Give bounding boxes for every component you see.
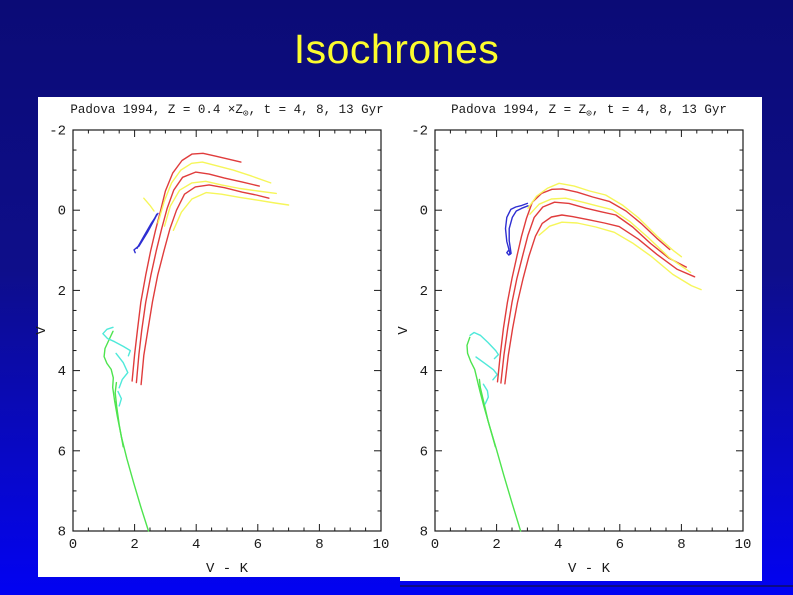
series-rgb-red-2 <box>500 201 687 384</box>
svg-text:6: 6 <box>616 537 624 553</box>
svg-text:Padova 1994, Z = 0.4 ×Z⊙, t =: Padova 1994, Z = 0.4 ×Z⊙, t = 4, 8, 13 G… <box>70 103 383 119</box>
isochrone-chart-low-metallicity: 0 2 4 6 8 10 -2 0 2 4 6 8 Padova 1994, Z = 0.4 ×Z⊙, … <box>34 103 390 577</box>
series-rgb-red-3 <box>504 214 696 385</box>
svg-text:4: 4 <box>192 537 200 553</box>
svg-text:V: V <box>34 326 50 335</box>
svg-text:2: 2 <box>492 537 500 553</box>
svg-text:0: 0 <box>431 537 439 553</box>
series-rgb-red-1 <box>131 152 242 382</box>
series-subgiant-cyan-2 <box>115 352 129 389</box>
svg-text:0: 0 <box>69 537 77 553</box>
svg-text:2: 2 <box>420 284 428 300</box>
svg-text:6: 6 <box>420 444 428 460</box>
series-rgb-red-2 <box>135 171 261 384</box>
series-subgiant-cyan-3 <box>117 390 123 407</box>
series-clump-yellow <box>143 197 155 212</box>
svg-text:0: 0 <box>420 204 428 220</box>
svg-text:8: 8 <box>58 525 66 541</box>
series-subgiant-cyan-3 <box>482 383 490 405</box>
series-agb-yellow-1 <box>157 161 272 224</box>
svg-text:8: 8 <box>315 537 323 553</box>
isochrone-chart-solar-metallicity: 0 2 4 6 8 10 -2 0 2 4 6 8 Padova 1994, Z = Z⊙, t = 4… <box>396 103 752 577</box>
series-subgiant-cyan-1 <box>469 331 500 360</box>
series-subgiant-cyan-1 <box>102 326 132 357</box>
series-main-sequence-green-2 <box>478 378 497 448</box>
svg-text:4: 4 <box>554 537 562 553</box>
svg-text:-2: -2 <box>411 124 428 140</box>
plot-panel-right <box>400 97 762 581</box>
series-clump-blue-3 <box>506 249 512 256</box>
series-rgb-red-1 <box>496 188 671 383</box>
series-agb-yellow-1 <box>527 182 683 258</box>
svg-text:8: 8 <box>677 537 685 553</box>
series-main-sequence-green <box>103 330 150 532</box>
svg-text:4: 4 <box>420 364 428 380</box>
slide-title: Isochrones <box>293 26 500 72</box>
svg-text:V - K: V - K <box>568 561 611 577</box>
svg-text:2: 2 <box>58 284 66 300</box>
series-main-sequence-green-2 <box>114 381 124 448</box>
panel-bottom-edge-line <box>400 585 793 587</box>
svg-text:10: 10 <box>373 537 390 553</box>
svg-text:4: 4 <box>58 364 66 380</box>
svg-text:0: 0 <box>58 204 66 220</box>
svg-text:Padova 1994, Z = Z⊙, t = 4, 8,: Padova 1994, Z = Z⊙, t = 4, 8, 13 Gyr <box>451 103 727 119</box>
svg-text:V - K: V - K <box>206 561 249 577</box>
svg-text:2: 2 <box>130 537 138 553</box>
series-rgb-red-3 <box>140 184 270 386</box>
series-main-sequence-green <box>466 336 522 532</box>
series-subgiant-cyan-2 <box>475 356 498 381</box>
svg-text:6: 6 <box>58 444 66 460</box>
series-agb-yellow-2 <box>529 197 692 274</box>
series-clump-blue-3 <box>138 216 157 248</box>
series-agb-yellow-3 <box>538 221 702 291</box>
series-agb-yellow-2 <box>163 180 278 227</box>
series-clump-blue-2 <box>508 205 529 255</box>
svg-text:6: 6 <box>254 537 262 553</box>
svg-text:V: V <box>396 326 412 335</box>
series-clump-blue-1 <box>504 202 529 256</box>
svg-text:10: 10 <box>735 537 752 553</box>
svg-text:-2: -2 <box>49 124 66 140</box>
series-agb-yellow-3 <box>172 191 290 232</box>
svg-text:8: 8 <box>420 525 428 541</box>
